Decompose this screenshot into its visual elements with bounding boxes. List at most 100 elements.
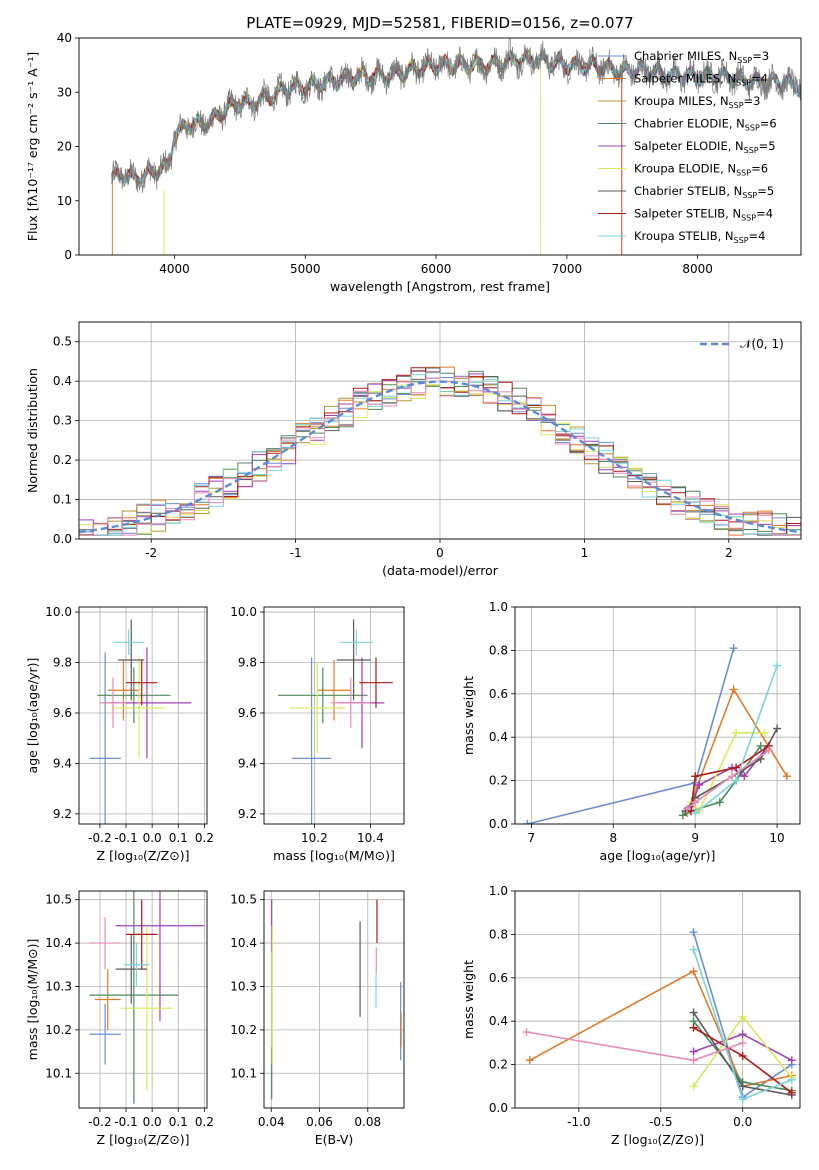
legend-label: Chabrier ELODIE, NSSP=6 [634,117,777,133]
x-tick-label: -1.0 [567,1115,590,1129]
x-axis-label: E(B-V) [315,1132,354,1147]
series-marker [691,772,700,781]
series-marker [523,820,532,824]
data-point [289,662,346,754]
x-tick-label: -0.1 [114,831,137,845]
series-line [690,745,770,812]
y-tick-label: 1.0 [489,884,508,898]
series-marker [729,685,738,694]
x-tick-label: 0.04 [258,1115,285,1129]
plot-area [522,928,796,1104]
axes-frame [78,321,802,540]
x-axis-label: Z [log₁₀(Z/Z⊙)] [97,1132,190,1147]
y-tick-label: 10.3 [45,979,72,993]
panel-mass-vs-Z: -0.2 -0.1 0.0 0.1 0.2 10.1 10.2 10.3 10.4 10.5 Z [… [25,890,214,1147]
x-tick-label: 8000 [682,262,713,276]
series-marker [787,1056,796,1065]
x-tick-label: 0.1 [169,831,188,845]
legend-label: Kroupa MILES, NSSP=3 [634,94,760,110]
y-tick-label: 10.0 [45,605,72,619]
x-tick-label: 7000 [552,262,583,276]
data-point [331,677,371,729]
legend-label: Salpeter MILES, NSSP=4 [634,72,768,88]
y-axis-label: mass weight [461,960,476,1039]
series-marker [782,772,791,781]
series-marker [738,1038,747,1047]
y-tick-label: 10.3 [230,979,257,993]
series-marker [773,661,782,670]
legend-label: Chabrier MILES, NSSP=3 [634,49,769,65]
plot-area [89,891,205,1104]
series-line [686,749,770,810]
x-tick-label: 10 [769,831,784,845]
x-tick-label: 0.1 [169,1115,188,1129]
x-axis-label: Z [log₁₀(Z/Z⊙)] [611,1132,704,1147]
panel-mass-vs-EBV: 0.04 0.06 0.08 10.1 10.2 10.3 10.4 10.5 E(B-V) [230,890,405,1147]
data-point [97,667,171,724]
series-marker [682,804,691,813]
y-tick-label: 10.4 [45,936,72,950]
y-tick-label: 10.1 [230,1066,257,1080]
series-marker [728,772,737,781]
x-axis-label: Z [log₁₀(Z/Z⊙)] [97,848,190,863]
x-axis-label: wavelength [Angstrom, rest frame] [330,279,550,294]
x-tick-label: 0.2 [195,831,214,845]
y-tick-label: 9.6 [53,706,72,720]
plot-area [271,899,402,1100]
x-tick-label: 2 [725,546,733,560]
y-tick-label: 0.5 [53,335,72,349]
legend: Chabrier MILES, NSSP=3 Salpeter MILES, NS… [598,49,777,245]
x-tick-label: 10.4 [357,831,384,845]
y-tick-label: 9.4 [238,756,257,770]
y-tick-label: 0 [64,248,72,262]
data-point [94,969,121,1030]
data-point [112,629,145,655]
x-tick-label: 4000 [159,262,190,276]
plot-area [111,38,801,255]
legend-label: Salpeter ELODIE, NSSP=5 [634,139,776,155]
axes-frame [263,890,405,1109]
x-tick-label: 9 [691,831,699,845]
x-tick-label: 0.0 [733,1115,752,1129]
panel-spectrum: 4000 5000 6000 7000 8000 0 10 20 30 40 wavelength … [25,31,802,294]
data-point [89,917,121,970]
series-marker [764,746,773,755]
x-tick-label: 0.0 [143,831,162,845]
x-axis-label: (data-model)/error [382,563,499,578]
observed-spectrum [111,38,801,194]
panel-age-vs-mass: 10.2 10.4 9.2 9.4 9.6 9.8 10.0 mass [log₁₀(M/M⊙… [230,605,405,863]
series-marker [689,967,698,976]
y-tick-label: 0.2 [489,774,508,788]
series-marker [695,780,704,789]
x-tick-label: 8 [609,831,617,845]
series-marker [732,776,741,785]
series-marker [525,1056,534,1065]
series-marker [738,1051,747,1060]
series-line [529,970,792,1088]
y-tick-label: 0.4 [489,1014,508,1028]
y-tick-label: 9.6 [238,706,257,720]
series-marker [773,724,782,733]
plot-area [523,644,791,824]
x-tick-label: 0 [436,546,444,560]
y-tick-label: 10 [57,194,72,208]
x-axis-label: mass [log₁₀(M/M⊙)] [273,848,395,863]
axes-frame [78,606,208,825]
x-tick-label: 0.06 [306,1115,333,1129]
series-marker [689,1047,698,1056]
x-tick-label: -0.5 [649,1115,672,1129]
y-tick-label: 1.0 [489,600,508,614]
y-tick-label: 9.2 [53,807,72,821]
legend-label: Kroupa STELIB, NSSP=4 [634,229,765,245]
x-tick-label: 0.2 [195,1115,214,1129]
y-axis-label: age [log₁₀(age/yr)] [25,658,40,774]
y-tick-label: 9.8 [238,656,257,670]
data-point [336,619,371,701]
series-marker [691,798,700,807]
y-axis-label: mass [log₁₀(M/M⊙)] [25,939,40,1061]
series-marker [738,1030,747,1039]
gaussian-reference-curve [79,380,801,534]
y-tick-label: 0.8 [489,643,508,657]
x-tick-label: -0.2 [88,831,111,845]
